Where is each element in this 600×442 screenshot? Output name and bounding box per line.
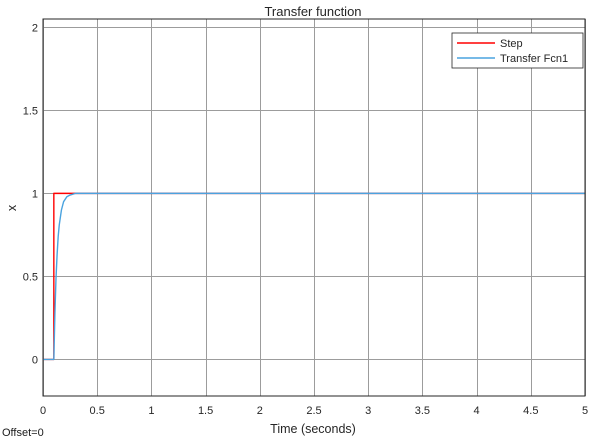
legend-label-transfer-fcn1: Transfer Fcn1 [500, 53, 568, 65]
y-tick-label: 2 [32, 22, 38, 34]
x-tick-label: 3.5 [415, 405, 430, 417]
x-tick-label: 4 [474, 405, 480, 417]
x-tick-label: 2.5 [306, 405, 321, 417]
x-tick-label: 0 [40, 405, 46, 417]
x-tick-label: 1.5 [198, 405, 213, 417]
series-lines [43, 192, 585, 361]
legend-label-step: Step [500, 38, 523, 50]
chart-title: Transfer function [264, 4, 361, 19]
y-axis-label: x [5, 204, 19, 211]
x-axis-label: Time (seconds) [270, 422, 356, 436]
y-tick-label: 1 [32, 188, 38, 200]
x-tick-label: 0.5 [90, 405, 105, 417]
y-tick-label: 0.5 [23, 271, 38, 283]
x-tick-label: 1 [148, 405, 154, 417]
x-tick-label: 2 [257, 405, 263, 417]
plot-frame [42, 18, 586, 397]
plot-area [43, 19, 585, 396]
legend: Step Transfer Fcn1 [451, 32, 584, 69]
x-tick-label: 4.5 [523, 405, 538, 417]
y-tick-label: 0 [32, 354, 38, 366]
y-tick-label: 1.5 [23, 105, 38, 117]
legend-box [451, 32, 584, 69]
series-line-transfer-fcn1 [43, 192, 585, 361]
x-tick-label: 3 [365, 405, 371, 417]
x-tick-label: 5 [582, 405, 588, 417]
tick-labels: 0 0.5 1 1.5 2 2.5 3 3.5 4 4.5 5 0 0.5 1 1.5 2 [23, 22, 588, 417]
offset-label: Offset=0 [2, 427, 44, 439]
